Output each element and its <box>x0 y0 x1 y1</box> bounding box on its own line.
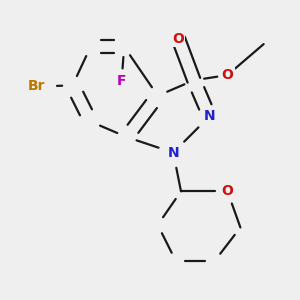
Text: O: O <box>221 184 233 198</box>
Text: Br: Br <box>28 80 45 94</box>
Text: O: O <box>221 68 233 82</box>
Text: O: O <box>172 32 184 46</box>
Text: F: F <box>117 74 126 88</box>
Text: N: N <box>167 146 179 160</box>
Text: N: N <box>204 110 215 123</box>
